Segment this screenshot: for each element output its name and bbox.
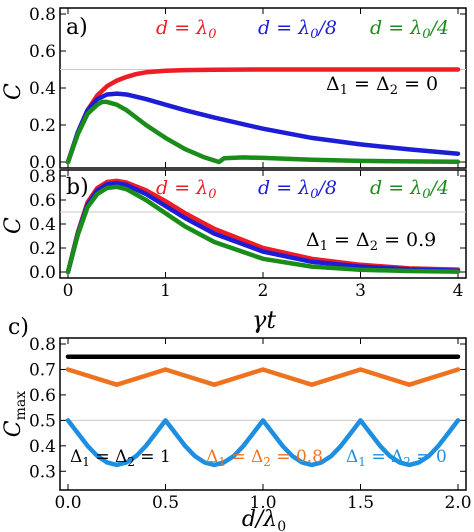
y-tick-label: 0.4 <box>29 215 56 235</box>
panel-a: 0.0 0.2 0.4 0.6 0.8 a) C d = λ0 d = λ0/8 d =… <box>1 5 467 173</box>
series-line-2 <box>65 91 461 165</box>
x-tick-label: 2 <box>258 281 269 301</box>
series-line-3 <box>65 99 461 165</box>
y-tick-label: 0.5 <box>29 411 56 431</box>
x-tick-label: 1.0 <box>249 493 276 513</box>
panel-a-label: a) <box>66 15 88 40</box>
x-tick-label: 2.0 <box>444 493 471 513</box>
panel-c-frame <box>59 337 467 491</box>
series-line-3 <box>65 418 461 468</box>
panel-b: 0.0 0.2 0.4 0.6 0.8 0 1 2 3 4 b) C d = λ0 d = λ0/… <box>1 167 467 334</box>
y-tick-label: 0.4 <box>29 437 56 457</box>
x-tick-label: 1.5 <box>347 493 374 513</box>
y-tick-label: 0.6 <box>29 42 56 62</box>
panel-c-legend: Δ1 = Δ2 = 1 Δ1 = Δ2 = 0.8 Δ1 = Δ2 = 0 <box>70 447 447 469</box>
y-tick-label: 0.0 <box>29 153 56 173</box>
panel-a-legend: d = λ0 d = λ0/8 d = λ0/4 <box>156 17 449 42</box>
panel-c-ylabel: Cmax <box>1 391 29 437</box>
panel-b-xlabel: γt <box>252 306 276 334</box>
legend-b-d-lambda0-8: d = λ0/8 <box>258 177 337 202</box>
panel-c-xlabel: d/λ0 <box>242 507 286 532</box>
x-tick-label: 1 <box>160 281 171 301</box>
legend-c-blue: Δ1 = Δ2 = 0 <box>346 447 447 469</box>
x-tick-label: 0.0 <box>54 493 81 513</box>
legend-a-d-lambda0: d = λ0 <box>156 17 217 42</box>
y-tick-label: 0.7 <box>29 360 56 380</box>
x-tick-label: 0.5 <box>152 493 179 513</box>
panel-c: 0.3 0.4 0.5 0.6 0.7 0.8 0.0 0.5 1.0 1.5 2.0 c) Cma… <box>1 315 472 532</box>
series-line-3 <box>65 184 461 275</box>
panel-a-frame <box>59 7 467 169</box>
y-tick-label: 0.6 <box>29 386 56 406</box>
panel-a-annotation: Δ1 = Δ2 = 0 <box>326 73 438 98</box>
legend-c-orange: Δ1 = Δ2 = 0.8 <box>206 447 323 469</box>
x-tick-label: 0 <box>63 281 74 301</box>
y-tick-label: 0.8 <box>29 5 56 25</box>
panel-a-ylabel: C <box>1 83 26 100</box>
y-tick-label: 0.8 <box>29 167 56 187</box>
y-tick-label: 0.4 <box>29 79 56 99</box>
y-tick-label: 0.2 <box>29 116 56 136</box>
x-tick-label: 3 <box>355 281 366 301</box>
legend-c-black: Δ1 = Δ2 = 1 <box>70 447 171 469</box>
y-tick-label: 0.8 <box>29 335 56 355</box>
legend-a-d-lambda0-8: d = λ0/8 <box>258 17 337 42</box>
panel-b-ylabel: C <box>1 217 26 234</box>
y-tick-label: 0.6 <box>29 191 56 211</box>
panel-c-label: c) <box>8 315 29 340</box>
y-tick-label: 0.0 <box>29 263 56 283</box>
legend-b-d-lambda0-4: d = λ0/4 <box>370 177 449 202</box>
legend-b-d-lambda0: d = λ0 <box>156 177 217 202</box>
panel-b-label: b) <box>66 175 89 200</box>
x-tick-label: 4 <box>453 281 464 301</box>
y-tick-label: 0.2 <box>29 239 56 259</box>
y-tick-label: 0.3 <box>29 462 56 482</box>
panel-b-legend: d = λ0 d = λ0/8 d = λ0/4 <box>156 177 449 202</box>
series-line-2 <box>65 367 461 387</box>
legend-a-d-lambda0-4: d = λ0/4 <box>370 17 449 42</box>
